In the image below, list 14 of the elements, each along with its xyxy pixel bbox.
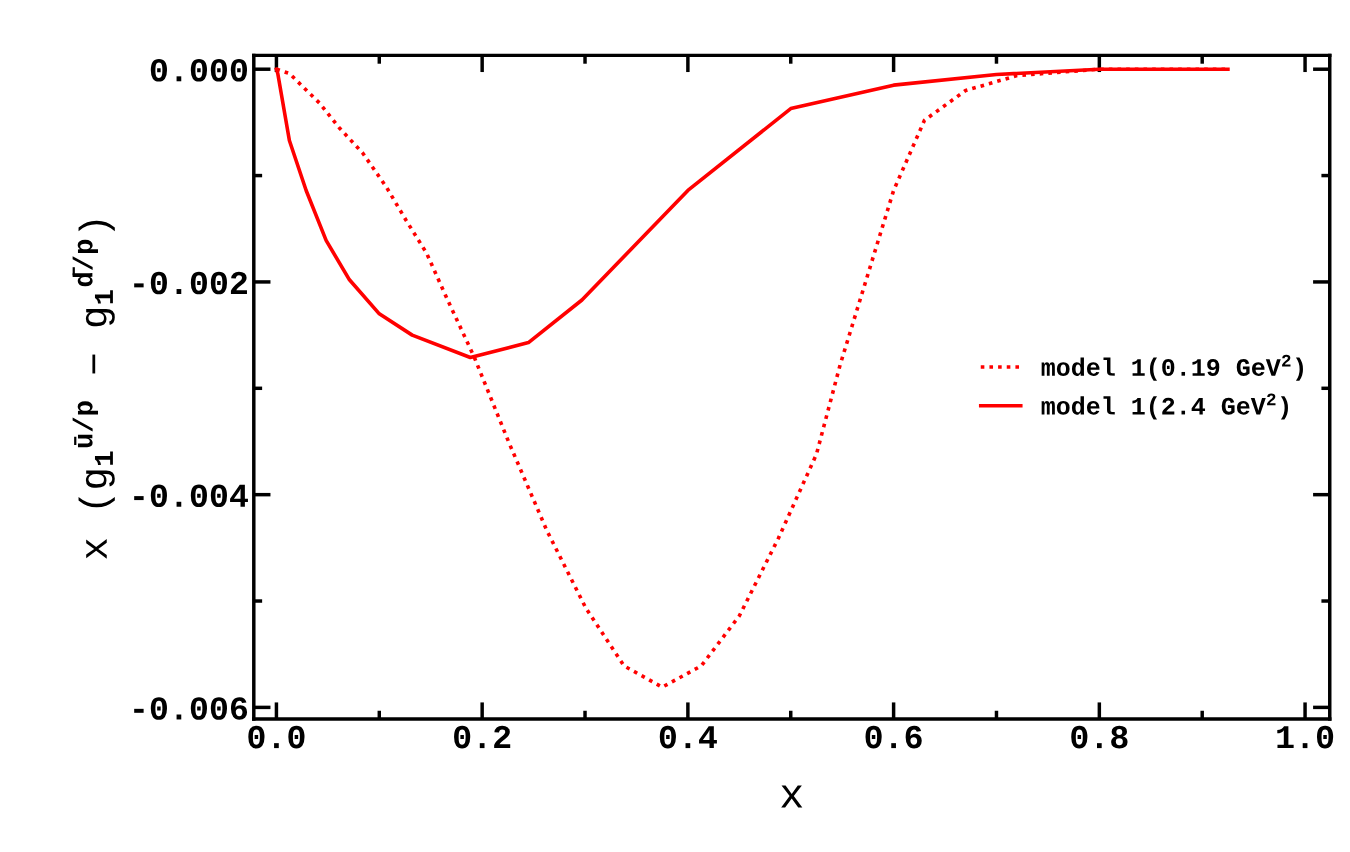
x-tick-label: 0.4	[659, 725, 717, 749]
x-tick-label: 1.0	[1277, 725, 1334, 749]
legend-label: model 1(0.19 GeV$^{2}$)	[1041, 354, 1303, 381]
legend-label: model 1(2.4 GeV$^{2}$)	[1041, 393, 1288, 420]
x-tick-label: 0.8	[1071, 725, 1128, 749]
y-tick-label: -0.002	[134, 271, 247, 295]
x-tick-label: 0.0	[248, 725, 305, 749]
y-tick-label: -0.004	[134, 484, 248, 508]
x-axis-title: x	[781, 785, 803, 808]
x-tick-label: 0.6	[865, 725, 922, 749]
y-tick-label: -0.006	[134, 697, 248, 720]
y-axis-title: x (g$_{1}$$^{ū/p}$ − g$_{1}$$^{d̄/p}$)	[72, 220, 115, 559]
y-tick-label: 0.000	[150, 58, 248, 82]
x-tick-label: 0.2	[454, 725, 511, 749]
